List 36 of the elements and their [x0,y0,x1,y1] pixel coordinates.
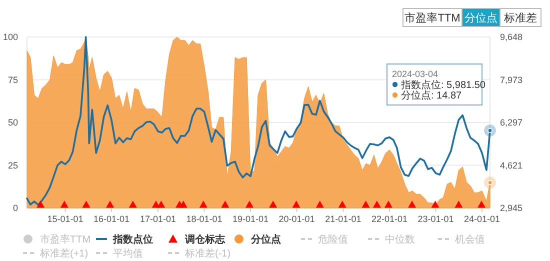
y-tick-label: 50 [8,118,18,128]
x-tick-label: 19-01-01 [232,214,269,224]
y-tick-label: 75 [8,74,18,85]
x-tick-label: 18-01-01 [186,214,222,224]
x-tick-label: 17-01-01 [140,214,176,224]
legend-label: 机会值 [455,234,485,246]
legend-label: 市盈率TTM [40,234,91,246]
x-tick-label: 20-01-01 [278,214,315,224]
legend-label: 指数点位 [112,234,153,246]
x-tick-label: 21-01-01 [325,214,362,224]
legend-label: 调仓标志 [184,234,226,246]
legend-label: 危险值 [318,234,348,246]
y2-tick-label: 2,945 [500,203,523,214]
y2-tick-label: 6,297 [500,118,523,128]
annotation: 分位点: 14.87 [401,90,462,102]
x-tick-label: 24-01-01 [464,214,500,224]
x-tick-label: 23-01-01 [418,214,454,224]
y-tick-label: 100 [2,32,18,42]
legend-label: 平均值 [113,248,143,260]
annotation: 指数点位: 5,981.50 [400,79,486,91]
x-tick-label: 16-01-01 [94,214,130,224]
y-tick-label: 25 [8,160,18,170]
y2-tick-label: 9,648 [500,32,523,42]
legend-label: 中位数 [385,234,415,246]
legend-label: 标准差(-1) [184,248,231,260]
legend-label: 分位点 [250,234,281,246]
text: 市盈率TTM [404,11,460,24]
y-tick-label: 0 [12,203,18,214]
text: 标准差 [503,11,537,24]
y2-tick-label: 4,621 [500,160,523,170]
x-tick-label: 15-01-01 [47,214,84,224]
annotation: 2024-03-04 [392,69,438,80]
legend-label: 标准差(+1) [39,248,88,260]
x-tick-label: 22-01-01 [371,214,408,224]
y2-tick-label: 7,973 [500,74,523,85]
text: 分位点 [464,11,498,24]
